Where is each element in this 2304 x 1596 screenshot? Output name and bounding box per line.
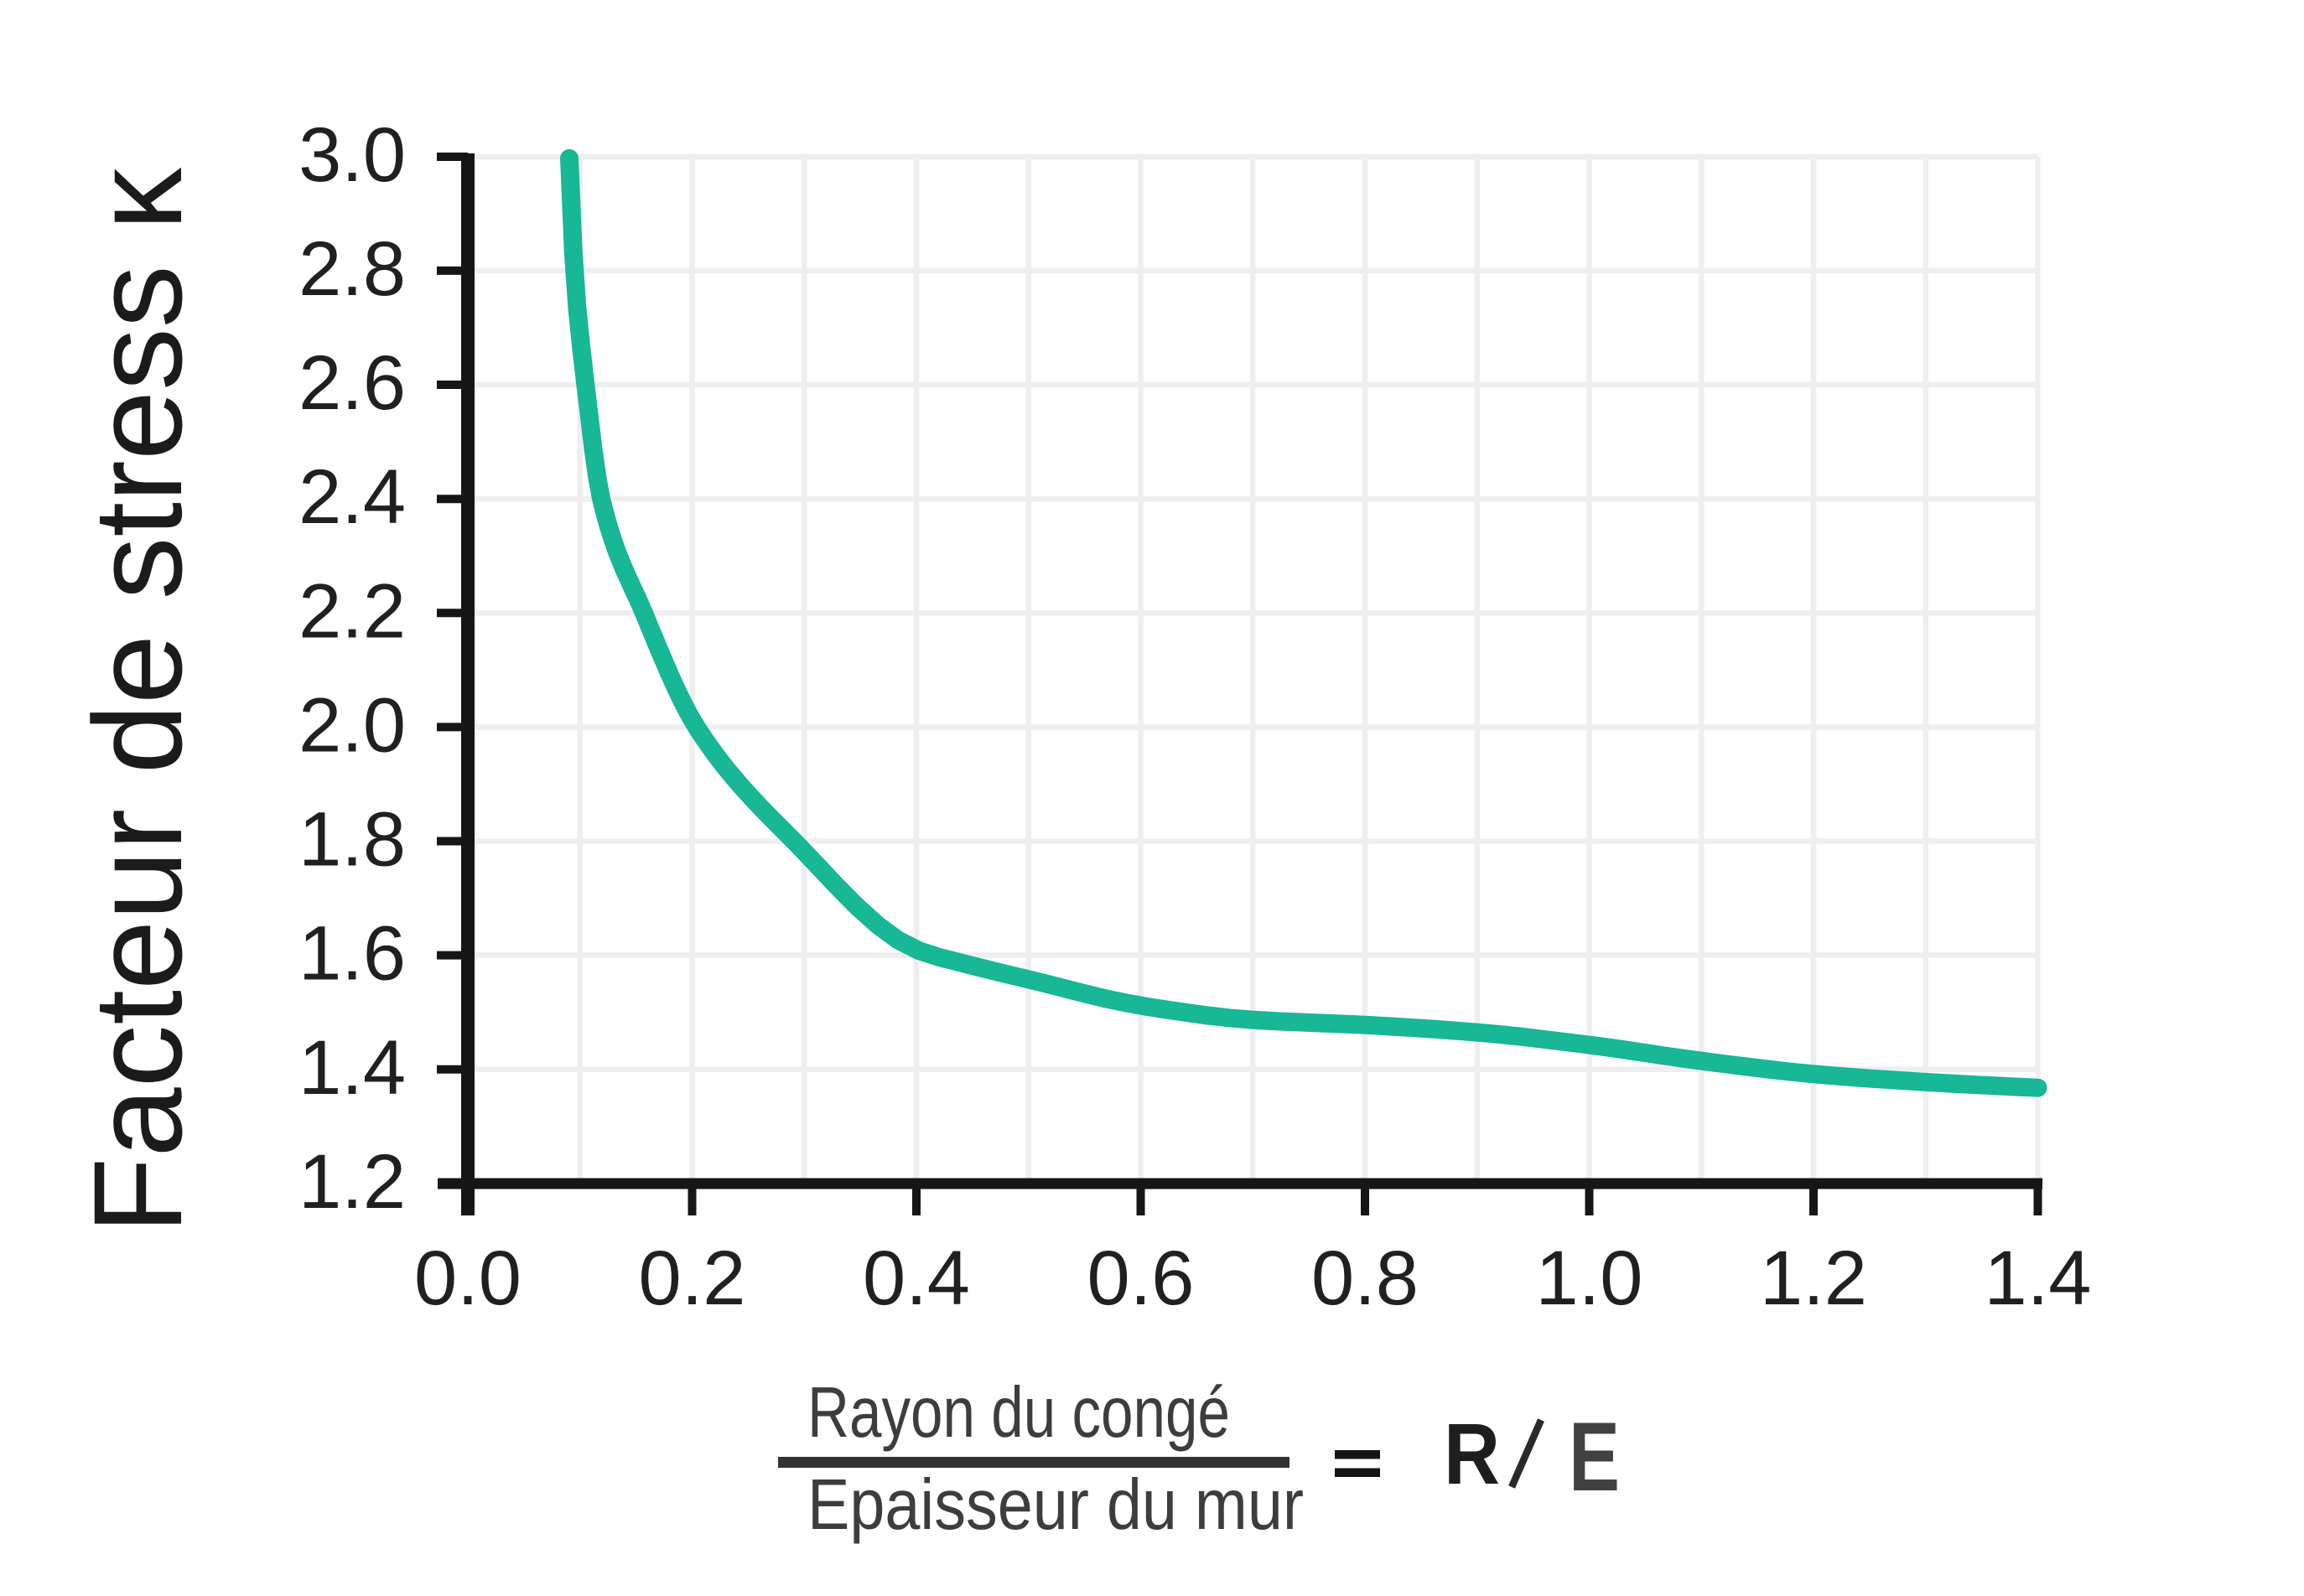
svg-text:2.0: 2.0 <box>298 682 406 768</box>
svg-text:R: R <box>1444 1406 1500 1502</box>
svg-text:2.8: 2.8 <box>298 226 406 312</box>
svg-text:1.4: 1.4 <box>298 1025 406 1111</box>
svg-text:E: E <box>1569 1402 1620 1511</box>
svg-text:2.2: 2.2 <box>298 568 406 654</box>
svg-text:0.6: 0.6 <box>1087 1236 1195 1321</box>
svg-text:2.4: 2.4 <box>298 454 406 540</box>
svg-text:3.0: 3.0 <box>298 112 406 198</box>
svg-text:1.4: 1.4 <box>1985 1236 2092 1321</box>
svg-text:1.6: 1.6 <box>298 911 406 997</box>
svg-text:0.0: 0.0 <box>414 1236 522 1321</box>
svg-text:0.8: 0.8 <box>1311 1236 1419 1321</box>
svg-text:0.4: 0.4 <box>863 1236 970 1321</box>
svg-text:1.2: 1.2 <box>298 1139 406 1225</box>
svg-text:2.6: 2.6 <box>298 340 406 426</box>
svg-text:0.2: 0.2 <box>639 1236 746 1321</box>
svg-text:Rayon du congé: Rayon du congé <box>807 1373 1230 1453</box>
svg-text:1.0: 1.0 <box>1536 1236 1643 1321</box>
svg-text:Facteur de stress κ: Facteur de stress κ <box>67 167 208 1234</box>
svg-text:Epaisseur du mur: Epaisseur du mur <box>807 1465 1304 1545</box>
svg-text:1.8: 1.8 <box>298 797 406 883</box>
svg-text:1.2: 1.2 <box>1760 1236 1867 1321</box>
